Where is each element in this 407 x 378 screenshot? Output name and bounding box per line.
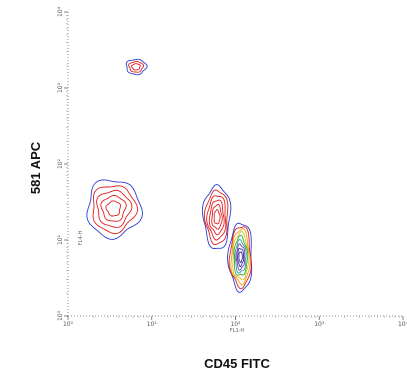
contour-line: [211, 203, 223, 230]
contour-line: [233, 234, 249, 276]
contour-line: [100, 194, 127, 222]
population-contours: [201, 184, 232, 249]
population-contours: [125, 58, 148, 76]
contour-line: [238, 251, 243, 263]
contour-line: [201, 184, 232, 249]
y-axis-title: 581 APC: [28, 141, 43, 194]
y-tick-label: 10³: [57, 82, 64, 93]
contour-line: [235, 243, 246, 271]
contour-line: [227, 222, 253, 293]
y-tick-label: 10⁰: [57, 310, 64, 321]
y-tick-label: 10²: [57, 158, 64, 169]
x-tick-label: 10⁰: [63, 321, 74, 328]
x-tick-label: 10⁴: [398, 321, 407, 328]
x-axis-channel: FL1-H: [230, 328, 245, 334]
contour-line: [203, 189, 229, 246]
contour-line: [213, 209, 221, 225]
axes: 10⁰ 10¹ 10² 10³ 10⁴ 10⁰ 10¹ 10² 10³ 10⁴: [57, 6, 407, 328]
contour-line: [237, 247, 245, 267]
population-contours: [86, 179, 143, 240]
contour-line: [105, 200, 121, 217]
contour-line: [234, 238, 247, 274]
x-tick-label: 10³: [314, 321, 325, 328]
x-axis-title: CD45 FITC: [204, 356, 270, 371]
contour-line: [131, 63, 141, 71]
contour-line: [92, 185, 139, 235]
contour-line: [208, 199, 225, 236]
contour-line: [230, 228, 251, 286]
population-contours: [227, 222, 253, 293]
x-tick-label: 10¹: [147, 321, 158, 328]
contour-line: [86, 179, 143, 240]
contour-line: [125, 58, 148, 76]
x-tick-label: 10²: [230, 321, 241, 328]
contour-line: [232, 231, 250, 281]
contour-line: [206, 195, 227, 241]
contour-line: [96, 189, 133, 228]
contour-line: [128, 60, 145, 73]
y-tick-label: 10⁴: [57, 6, 64, 17]
y-axis-channel: FL4-H: [78, 231, 84, 246]
plot-area: [86, 58, 253, 293]
contour-line: [228, 226, 252, 290]
y-tick-label: 10¹: [57, 234, 64, 245]
